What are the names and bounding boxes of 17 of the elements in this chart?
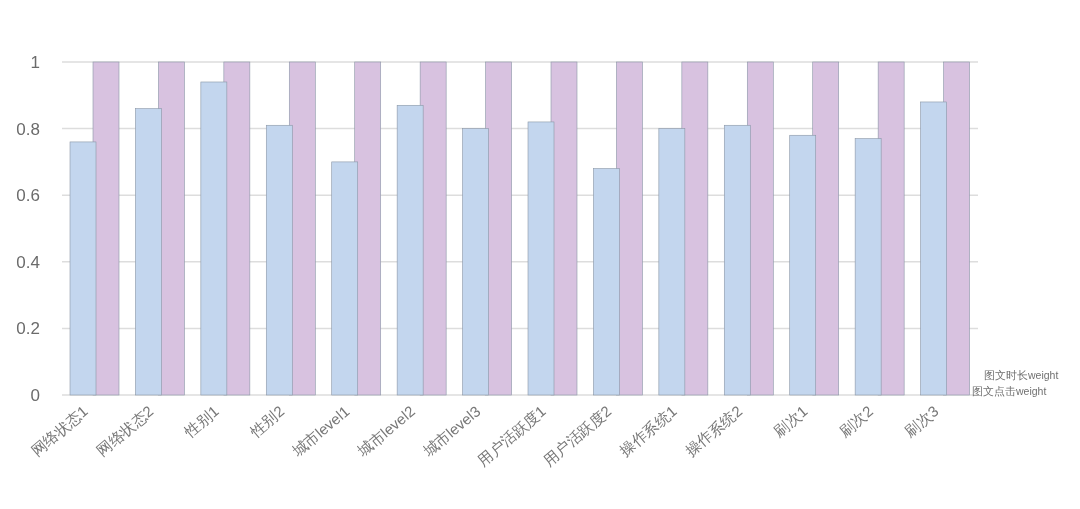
x-tick-label: 刷次3 [901, 402, 942, 440]
y-tick-label: 0.8 [16, 119, 40, 139]
x-tick-label: 操作系统2 [681, 402, 746, 460]
y-tick-label: 0 [30, 386, 40, 405]
y-tick-label: 0.4 [16, 252, 40, 272]
text: 图文点击weight [972, 385, 1047, 397]
y-tick-label: 0.2 [16, 319, 40, 339]
x-tick-label: 性别1 [180, 402, 222, 441]
x-tick-label: 刷次2 [835, 402, 877, 440]
x-tick-label: 网络状态2 [93, 402, 157, 460]
series-label: 图文时长weight [984, 369, 1059, 381]
x-tick-label: 刷次1 [770, 402, 811, 440]
x-tick-label: 操作系统1 [616, 402, 680, 460]
x-tick-label: 网络状态1 [27, 402, 91, 460]
y-tick-label: 0.6 [16, 186, 40, 206]
y-tick-label: 1 [30, 53, 40, 72]
x-tick-label: 性别2 [246, 402, 288, 441]
